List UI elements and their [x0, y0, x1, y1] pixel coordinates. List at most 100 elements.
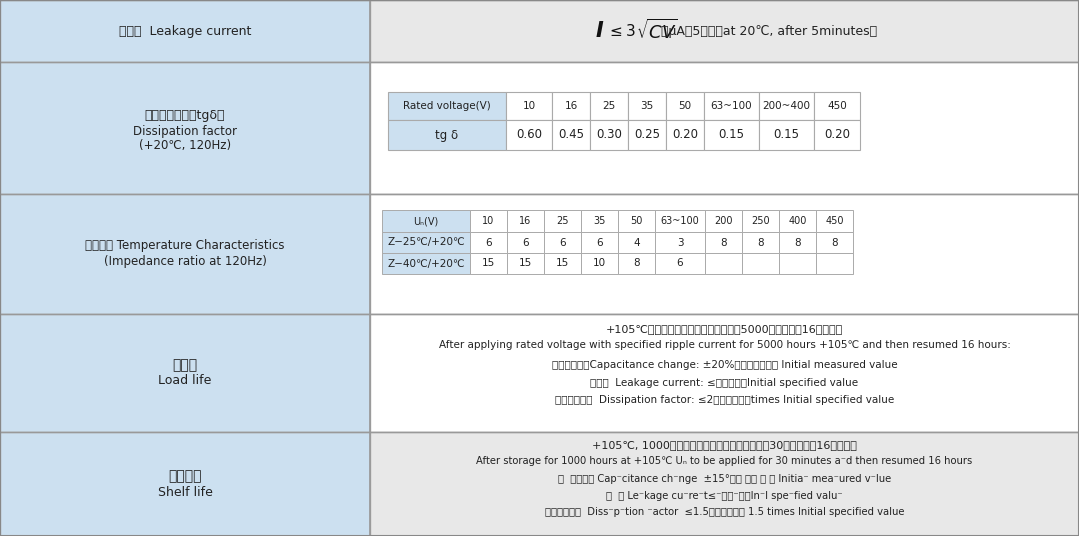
- Text: Uₙ(V): Uₙ(V): [413, 216, 439, 226]
- Text: 10: 10: [522, 101, 535, 111]
- Bar: [507, 232, 544, 253]
- Text: 漏电流  Leakage current: ≤初始规定值Initial specified value: 漏电流 Leakage current: ≤初始规定值Initial speci…: [590, 378, 859, 388]
- Bar: [370, 62, 1079, 194]
- Text: $\sqrt{CV}$: $\sqrt{CV}$: [636, 19, 678, 43]
- Bar: [779, 232, 816, 253]
- Text: $\leq$3: $\leq$3: [606, 23, 637, 39]
- Text: (+20℃, 120Hz): (+20℃, 120Hz): [139, 139, 231, 153]
- Text: 15: 15: [482, 258, 495, 269]
- Bar: [0, 0, 370, 62]
- Text: 15: 15: [556, 258, 569, 269]
- Bar: [370, 314, 1079, 432]
- Text: 50: 50: [630, 216, 643, 226]
- Bar: [618, 232, 655, 253]
- Text: 6: 6: [597, 237, 603, 248]
- Bar: [742, 232, 779, 253]
- Text: 漏电流  Leakage current: 漏电流 Leakage current: [119, 25, 251, 38]
- Bar: [0, 314, 370, 432]
- Bar: [816, 210, 853, 232]
- Bar: [816, 253, 853, 274]
- Text: 50: 50: [679, 101, 692, 111]
- Bar: [618, 253, 655, 274]
- Bar: [628, 120, 666, 150]
- Bar: [666, 92, 704, 120]
- Text: 35: 35: [640, 101, 654, 111]
- Text: 8: 8: [633, 258, 640, 269]
- Bar: [655, 210, 705, 232]
- Text: 8: 8: [720, 237, 727, 248]
- Bar: [370, 432, 1079, 536]
- Text: 耐久性: 耐久性: [173, 358, 197, 372]
- Text: 4: 4: [633, 237, 640, 248]
- Text: 450: 450: [825, 216, 844, 226]
- Text: 10: 10: [482, 216, 494, 226]
- Bar: [382, 232, 470, 253]
- Text: 0.45: 0.45: [558, 129, 584, 142]
- Text: 25: 25: [602, 101, 616, 111]
- Bar: [742, 253, 779, 274]
- Text: 温度特性 Temperature Characteristics: 温度特性 Temperature Characteristics: [85, 240, 285, 252]
- Bar: [470, 210, 507, 232]
- Text: 10: 10: [593, 258, 606, 269]
- Bar: [628, 92, 666, 120]
- Text: +105℃, 1000小时贮存后，加额定工作电压处理30分钟，恢复16小时后：: +105℃, 1000小时贮存后，加额定工作电压处理30分钟，恢复16小时后：: [592, 440, 857, 450]
- Bar: [382, 253, 470, 274]
- Text: 8: 8: [794, 237, 801, 248]
- Text: Dissipation factor: Dissipation factor: [133, 124, 237, 138]
- Bar: [590, 120, 628, 150]
- Bar: [704, 92, 759, 120]
- Text: 250: 250: [751, 216, 769, 226]
- Text: 漏  流 Le⁻kage cu⁻re⁻t≤⁻始规⁻定值In⁻l spe⁻fied valu⁻: 漏 流 Le⁻kage cu⁻re⁻t≤⁻始规⁻定值In⁻l spe⁻fied …: [606, 491, 843, 501]
- Text: 电  量变化率 Cap⁻citance ch⁻nge  ±15°初始 测量 钆 内 Initia⁻ mea⁻ured v⁻lue: 电 量变化率 Cap⁻citance ch⁻nge ±15°初始 测量 钆 内 …: [558, 474, 891, 484]
- Text: Z−40℃/+20℃: Z−40℃/+20℃: [387, 258, 465, 269]
- Bar: [544, 232, 581, 253]
- Text: 16: 16: [564, 101, 577, 111]
- Bar: [705, 232, 742, 253]
- Text: 0.20: 0.20: [672, 129, 698, 142]
- Bar: [0, 194, 370, 314]
- Bar: [0, 432, 370, 536]
- Bar: [370, 0, 1079, 62]
- Bar: [814, 120, 860, 150]
- Bar: [618, 210, 655, 232]
- Text: （μA）5分钟（at 20℃, after 5minutes）: （μA）5分钟（at 20℃, after 5minutes）: [661, 25, 877, 38]
- Bar: [759, 120, 814, 150]
- Text: 损耗角正切值（tgδ）: 损耗角正切值（tgδ）: [145, 108, 226, 122]
- Bar: [705, 210, 742, 232]
- Text: 25: 25: [557, 216, 569, 226]
- Text: 0.25: 0.25: [634, 129, 660, 142]
- Text: 6: 6: [486, 237, 492, 248]
- Text: 16: 16: [519, 216, 532, 226]
- Bar: [779, 253, 816, 274]
- Text: 400: 400: [789, 216, 807, 226]
- Bar: [388, 92, 506, 120]
- Bar: [742, 210, 779, 232]
- Bar: [382, 210, 470, 232]
- Bar: [581, 210, 618, 232]
- Text: 损耗角正切值  Diss⁻p⁻tion ⁻actor  ≤1.5倍初始规定值 1.5 times Initial specified value: 损耗角正切值 Diss⁻p⁻tion ⁻actor ≤1.5倍初始规定值 1.5…: [545, 507, 904, 517]
- Text: Rated voltage(V): Rated voltage(V): [404, 101, 491, 111]
- Bar: [544, 210, 581, 232]
- Bar: [507, 253, 544, 274]
- Bar: [581, 253, 618, 274]
- Bar: [470, 232, 507, 253]
- Bar: [370, 194, 1079, 314]
- Bar: [779, 210, 816, 232]
- Bar: [590, 92, 628, 120]
- Text: 0.20: 0.20: [824, 129, 850, 142]
- Text: I: I: [596, 21, 603, 41]
- Bar: [388, 120, 506, 150]
- Text: 6: 6: [559, 237, 565, 248]
- Bar: [470, 253, 507, 274]
- Text: 6: 6: [522, 237, 529, 248]
- Text: 63~100: 63~100: [711, 101, 752, 111]
- Bar: [814, 92, 860, 120]
- Text: 0.15: 0.15: [719, 129, 745, 142]
- Bar: [506, 92, 552, 120]
- Bar: [705, 253, 742, 274]
- Text: 200: 200: [714, 216, 733, 226]
- Text: Z−25℃/+20℃: Z−25℃/+20℃: [387, 237, 465, 248]
- Text: +105℃施加带额定纹波电流的额定电压5000小时，恢复16小时后：: +105℃施加带额定纹波电流的额定电压5000小时，恢复16小时后：: [606, 324, 843, 334]
- Bar: [552, 92, 590, 120]
- Text: (Impedance ratio at 120Hz): (Impedance ratio at 120Hz): [104, 256, 267, 269]
